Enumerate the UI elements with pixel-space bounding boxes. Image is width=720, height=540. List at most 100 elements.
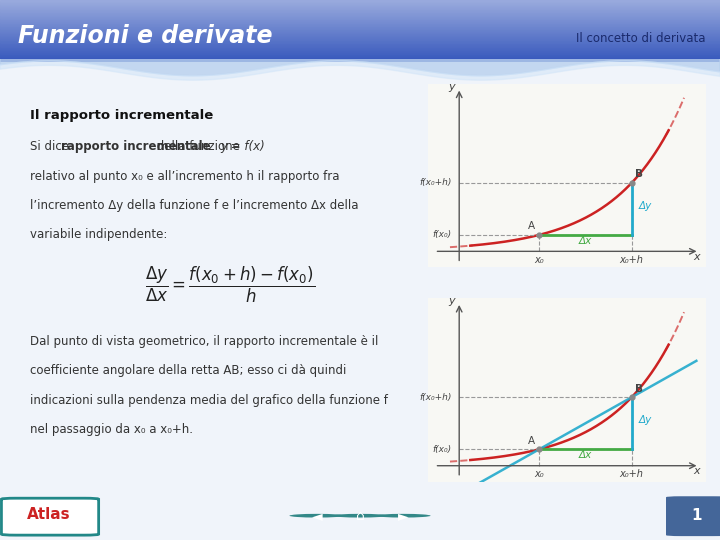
Bar (0, 16, 720, 17)
Bar (0, 31, 720, 32)
Text: B: B (635, 383, 644, 394)
Bar (0, 5, 720, 6)
Text: Δx: Δx (579, 235, 592, 246)
Bar (0, 3, 720, 4)
Bar (0, 8, 720, 9)
Text: 1: 1 (692, 508, 702, 523)
Bar (0, 58, 720, 59)
Bar (0, 57, 720, 58)
Text: y = f(x): y = f(x) (220, 140, 266, 153)
Text: Atlas: Atlas (27, 507, 71, 522)
Bar (0, 26, 720, 27)
Text: l’incremento Δy della funzione f e l’incremento Δx della: l’incremento Δy della funzione f e l’inc… (30, 199, 359, 212)
Text: relativo al punto x₀ e all’incremento h il rapporto fra: relativo al punto x₀ e all’incremento h … (30, 170, 340, 183)
Text: Δx: Δx (579, 450, 592, 460)
Text: x₀+h: x₀+h (620, 254, 644, 265)
Bar (0, 25, 720, 26)
FancyBboxPatch shape (1, 498, 99, 535)
Bar (0, 28, 720, 29)
Bar (0, 56, 720, 57)
Bar (0, 23, 720, 24)
Bar (0, 29, 720, 30)
Text: ◄: ◄ (312, 509, 322, 523)
Text: Dal punto di vista geometrico, il rapporto incrementale è il: Dal punto di vista geometrico, il rappor… (30, 335, 379, 348)
Bar (0, 21, 720, 22)
Text: x₀+h: x₀+h (620, 469, 644, 479)
Circle shape (333, 514, 387, 517)
Bar (0, 19, 720, 20)
Bar (0, 59, 720, 60)
Bar (0, 51, 720, 52)
Bar (0, 17, 720, 18)
Text: Il concetto di derivata: Il concetto di derivata (576, 32, 706, 45)
Bar (0, 0, 720, 1)
Bar (0, 42, 720, 43)
Bar (0, 34, 720, 35)
Text: nel passaggio da x₀ a x₀+h.: nel passaggio da x₀ a x₀+h. (30, 423, 193, 436)
Bar (0, 46, 720, 48)
Text: f(x₀+h): f(x₀+h) (420, 393, 452, 402)
Bar (0, 1, 720, 2)
Bar (0, 40, 720, 41)
Bar (0, 11, 720, 12)
Text: A: A (528, 221, 536, 231)
Bar (0, 38, 720, 39)
Text: y: y (449, 296, 455, 306)
Bar (0, 30, 720, 31)
Text: f(x₀): f(x₀) (433, 231, 452, 239)
Bar (0, 50, 720, 51)
Bar (0, 53, 720, 55)
Bar (0, 12, 720, 13)
Text: A: A (528, 436, 536, 446)
Text: della funzione: della funzione (153, 140, 243, 153)
Bar (0, 48, 720, 49)
Text: x: x (693, 467, 700, 476)
Bar (0, 20, 720, 21)
Bar (0, 18, 720, 19)
Text: B: B (635, 169, 644, 179)
Text: Funzioni e derivate: Funzioni e derivate (18, 24, 272, 48)
Bar (0, 36, 720, 37)
Bar (0, 60, 720, 62)
Bar (0, 4, 720, 5)
Text: Si dice: Si dice (30, 140, 73, 153)
Bar (0, 41, 720, 42)
Bar (0, 24, 720, 25)
Bar (0, 37, 720, 38)
Text: f(x₀+h): f(x₀+h) (420, 178, 452, 187)
Bar (0, 55, 720, 56)
Text: x₀: x₀ (534, 469, 544, 479)
Bar (0, 2, 720, 3)
Bar (0, 52, 720, 53)
Bar (0, 35, 720, 36)
Text: Δy: Δy (639, 415, 652, 425)
Text: x: x (693, 252, 700, 262)
Bar (0, 9, 720, 10)
Bar (0, 22, 720, 23)
Text: rapporto incrementale: rapporto incrementale (60, 140, 210, 153)
Bar (0, 45, 720, 46)
Bar (0, 15, 720, 16)
FancyBboxPatch shape (666, 496, 720, 536)
Text: indicazioni sulla pendenza media del grafico della funzione f: indicazioni sulla pendenza media del gra… (30, 394, 388, 407)
Text: $\dfrac{\Delta y}{\Delta x} = \dfrac{f(x_0+h)-f(x_0)}{h}$: $\dfrac{\Delta y}{\Delta x} = \dfrac{f(x… (145, 265, 315, 305)
Bar (0, 27, 720, 28)
Bar (0, 14, 720, 15)
Text: coefficiente angolare della retta AB; esso ci dà quindi: coefficiente angolare della retta AB; es… (30, 364, 346, 377)
Text: variabile indipendente:: variabile indipendente: (30, 228, 167, 241)
Bar (0, 33, 720, 34)
Circle shape (289, 514, 344, 517)
Text: x₀: x₀ (534, 254, 544, 265)
Bar (0, 44, 720, 45)
Bar (0, 32, 720, 33)
Bar (0, 7, 720, 8)
Circle shape (376, 514, 431, 517)
Bar (0, 49, 720, 50)
Bar (0, 43, 720, 44)
Bar (0, 10, 720, 11)
Bar (0, 6, 720, 7)
Text: Il rapporto incrementale: Il rapporto incrementale (30, 109, 213, 122)
Text: Δy: Δy (639, 201, 652, 211)
Text: y: y (449, 82, 455, 92)
Bar (0, 13, 720, 14)
